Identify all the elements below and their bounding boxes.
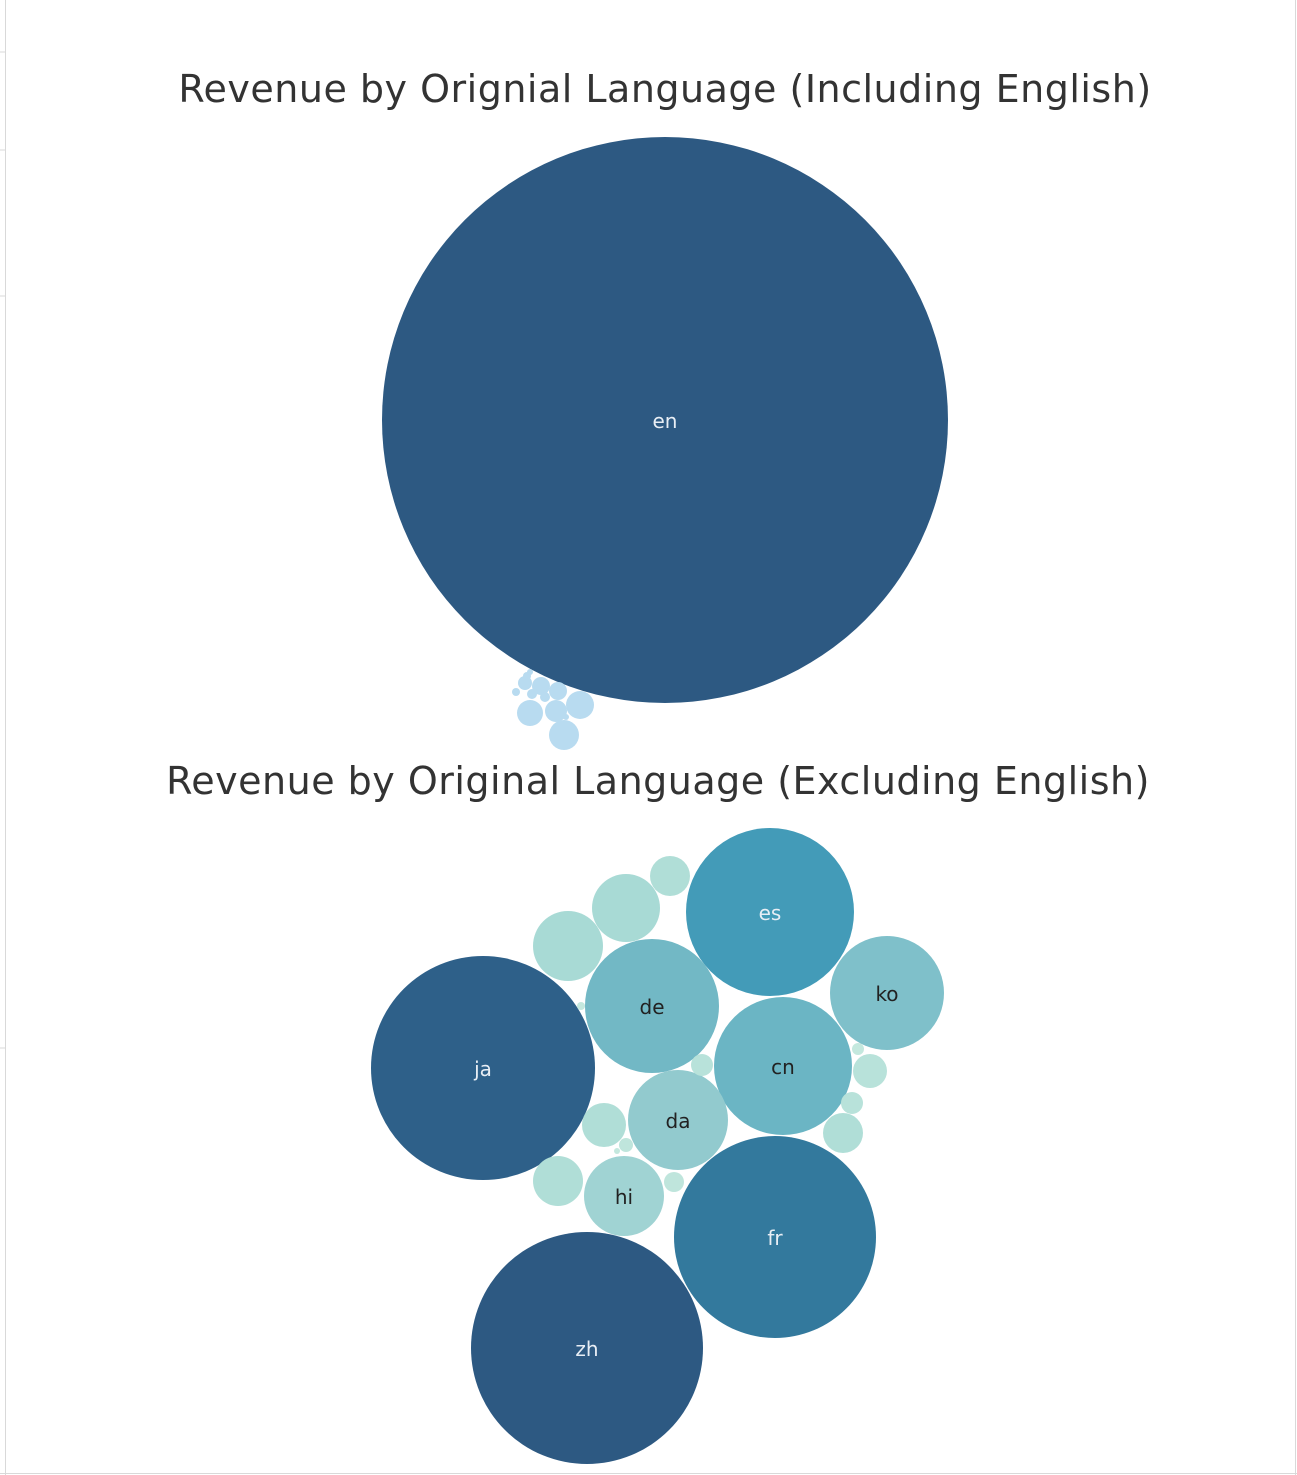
- bubble-da[interactable]: [628, 1070, 728, 1170]
- bubble-minor-3[interactable]: [517, 700, 543, 726]
- bubble-label-fr: fr: [767, 1226, 783, 1250]
- bubble-cn[interactable]: [714, 997, 852, 1135]
- bubble-minor-13[interactable]: [527, 669, 533, 675]
- bubble-label-en: en: [653, 409, 678, 433]
- bubble-minor-14[interactable]: [823, 1113, 863, 1153]
- bubble-en[interactable]: [382, 137, 948, 703]
- chart-excluding-english: Revenue by Original Language (Excluding …: [166, 759, 1150, 1464]
- bubble-minor-22[interactable]: [614, 1148, 620, 1154]
- bubble-zh[interactable]: [471, 1232, 703, 1464]
- bubble-label-cn: cn: [771, 1055, 795, 1079]
- bubble-minor-2[interactable]: [566, 691, 594, 719]
- bubble-minor-5[interactable]: [549, 682, 567, 700]
- bubble-minor-9[interactable]: [527, 689, 537, 699]
- bubble-minor-10[interactable]: [533, 911, 603, 981]
- bubble-group-including-english: en: [382, 137, 948, 750]
- bubble-ja[interactable]: [371, 956, 595, 1180]
- bubble-label-da: da: [666, 1109, 691, 1133]
- bubble-fr[interactable]: [674, 1136, 876, 1338]
- chart-including-english: Revenue by Orignial Language (Including …: [178, 67, 1151, 750]
- bubble-minor-21[interactable]: [577, 1002, 585, 1010]
- bubble-minor-10[interactable]: [512, 688, 520, 696]
- bubble-label-ko: ko: [875, 982, 898, 1006]
- bubble-minor-12[interactable]: [533, 1156, 583, 1206]
- bubble-minor-11[interactable]: [650, 856, 690, 896]
- bubble-minor-8[interactable]: [540, 692, 550, 702]
- bubble-group-excluding-english: zh ja fr es cn de ko da hi: [371, 828, 944, 1464]
- bubble-minor-15[interactable]: [853, 1054, 887, 1088]
- bubble-label-de: de: [640, 995, 665, 1019]
- chart-title-excluding-english: Revenue by Original Language (Excluding …: [166, 759, 1150, 803]
- bubble-minor-12[interactable]: [563, 714, 569, 720]
- bubble-ko[interactable]: [830, 936, 944, 1050]
- chart-title-including-english: Revenue by Orignial Language (Including …: [178, 67, 1151, 111]
- bubble-label-zh: zh: [575, 1337, 598, 1361]
- bubble-label-es: es: [759, 901, 782, 925]
- bubble-label-ja: ja: [473, 1057, 492, 1081]
- bubble-hi[interactable]: [584, 1156, 664, 1236]
- bubble-minor-19[interactable]: [619, 1138, 633, 1152]
- bubble-minor-18[interactable]: [664, 1172, 684, 1192]
- bubble-de[interactable]: [585, 939, 719, 1073]
- left-frame-line: [0, 0, 6, 1475]
- bubble-minor-9[interactable]: [592, 874, 660, 942]
- bubble-minor-6[interactable]: [532, 677, 550, 695]
- bubble-minor-1[interactable]: [549, 720, 579, 750]
- bubble-es[interactable]: [686, 828, 854, 996]
- bubble-minor-13[interactable]: [582, 1103, 626, 1147]
- bubble-minor-4[interactable]: [545, 700, 567, 722]
- bubble-label-hi: hi: [615, 1185, 633, 1209]
- bubble-minor-16[interactable]: [691, 1054, 713, 1076]
- bubble-minor-20[interactable]: [852, 1043, 864, 1055]
- bubble-minor-17[interactable]: [841, 1092, 863, 1114]
